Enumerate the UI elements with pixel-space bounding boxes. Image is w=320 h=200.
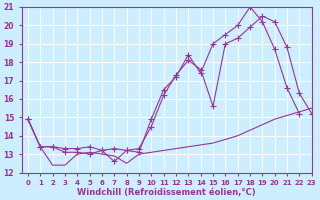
X-axis label: Windchill (Refroidissement éolien,°C): Windchill (Refroidissement éolien,°C) xyxy=(77,188,256,197)
